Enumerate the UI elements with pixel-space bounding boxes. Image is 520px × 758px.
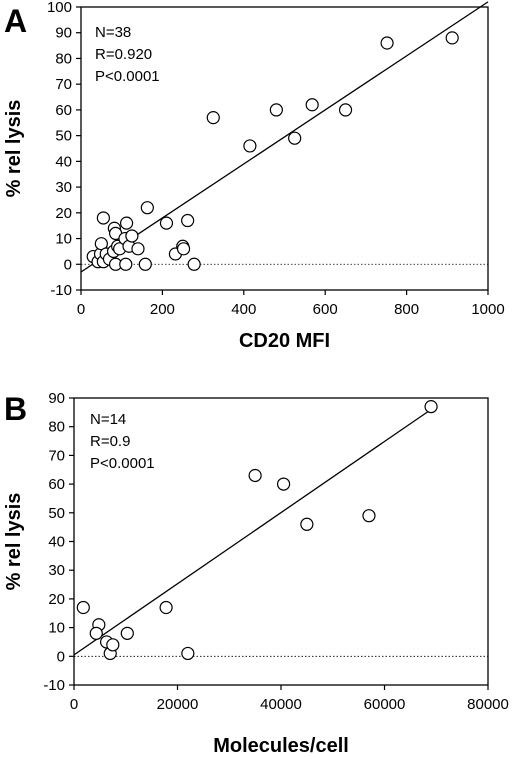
y-tick-label: 50 xyxy=(48,505,65,522)
data-point xyxy=(120,626,134,640)
y-tick-label: 20 xyxy=(48,591,65,608)
data-point xyxy=(380,36,394,50)
y-tick-label: 90 xyxy=(48,390,65,407)
y-tick-label: 30 xyxy=(48,562,65,579)
y-tick-label: -10 xyxy=(43,677,65,694)
data-point xyxy=(305,98,319,112)
data-point xyxy=(159,600,173,615)
plot-frame xyxy=(73,397,489,686)
data-point xyxy=(206,111,220,125)
x-tick-label: 0 xyxy=(77,301,85,318)
data-point xyxy=(181,213,195,228)
data-point xyxy=(445,31,459,45)
data-point xyxy=(176,242,191,256)
data-point xyxy=(76,600,90,615)
y-tick-label: -10 xyxy=(50,282,72,299)
data-point xyxy=(362,509,376,523)
data-point xyxy=(276,477,291,491)
data-point xyxy=(96,211,110,225)
regression-line xyxy=(80,1,489,273)
data-point xyxy=(187,257,201,271)
regression-line xyxy=(73,408,432,656)
data-point xyxy=(248,468,262,483)
stats-annotation-line: N=14 xyxy=(90,411,126,428)
y-tick-label: 60 xyxy=(48,476,65,493)
x-axis-label: Molecules/cell xyxy=(213,735,349,757)
x-tick-label: 60000 xyxy=(364,696,406,713)
x-tick-label: 400 xyxy=(231,301,256,318)
data-point xyxy=(300,517,314,531)
data-point xyxy=(138,257,152,271)
y-tick-label: 80 xyxy=(48,419,65,436)
data-point xyxy=(125,229,139,243)
x-tick-label: 80000 xyxy=(467,696,509,713)
data-point xyxy=(140,201,154,215)
panel-letter: A xyxy=(4,3,27,39)
stats-annotation-line: P<0.0001 xyxy=(90,455,155,472)
y-axis-label: % rel lysis xyxy=(3,100,25,198)
y-tick-label: 40 xyxy=(55,153,72,170)
y-tick-label: 40 xyxy=(48,534,65,551)
panel-letter: B xyxy=(4,391,27,427)
data-point xyxy=(89,626,103,640)
x-tick-label: 200 xyxy=(150,301,175,318)
stats-annotation-line: R=0.920 xyxy=(95,46,152,63)
y-tick-label: 70 xyxy=(48,447,65,464)
y-tick-label: 30 xyxy=(55,179,72,196)
y-tick-label: 70 xyxy=(55,76,72,93)
stats-annotation-line: N=38 xyxy=(95,24,131,41)
y-tick-label: 20 xyxy=(55,205,72,222)
y-tick-label: 90 xyxy=(55,25,72,42)
y-tick-label: 60 xyxy=(55,102,72,119)
y-tick-label: 10 xyxy=(55,231,72,248)
data-point xyxy=(243,139,257,153)
y-tick-label: 0 xyxy=(57,648,65,665)
data-point xyxy=(288,131,302,145)
plot-frame xyxy=(80,6,489,291)
data-point xyxy=(269,103,283,117)
data-point xyxy=(338,103,353,117)
data-point xyxy=(106,638,120,652)
x-tick-label: 800 xyxy=(394,301,419,318)
stats-annotation-line: R=0.9 xyxy=(90,433,130,450)
scatter-panel-b: -10 0 10 20 30 40 50 60 70 80 90 0 20000 40000 60000 80… xyxy=(3,390,509,757)
y-tick-label: 100 xyxy=(47,0,72,16)
x-tick-label: 0 xyxy=(70,696,78,713)
y-axis-label: % rel lysis xyxy=(3,493,25,591)
y-tick-label: 50 xyxy=(55,128,72,145)
data-point xyxy=(159,216,174,230)
x-tick-label: 20000 xyxy=(157,696,199,713)
data-point xyxy=(119,257,133,271)
x-tick-label: 40000 xyxy=(260,696,302,713)
data-point xyxy=(424,400,438,414)
data-point xyxy=(119,216,134,230)
stats-annotation-line: P<0.0001 xyxy=(95,68,160,85)
x-tick-label: 1000 xyxy=(471,301,504,318)
y-tick-label: 0 xyxy=(64,256,72,273)
y-tick-label: 80 xyxy=(55,50,72,67)
x-axis-label: CD20 MFI xyxy=(239,330,330,352)
y-tick-label: 10 xyxy=(48,620,65,637)
x-tick-label: 600 xyxy=(313,301,338,318)
data-point xyxy=(131,242,145,256)
data-point xyxy=(181,646,195,661)
